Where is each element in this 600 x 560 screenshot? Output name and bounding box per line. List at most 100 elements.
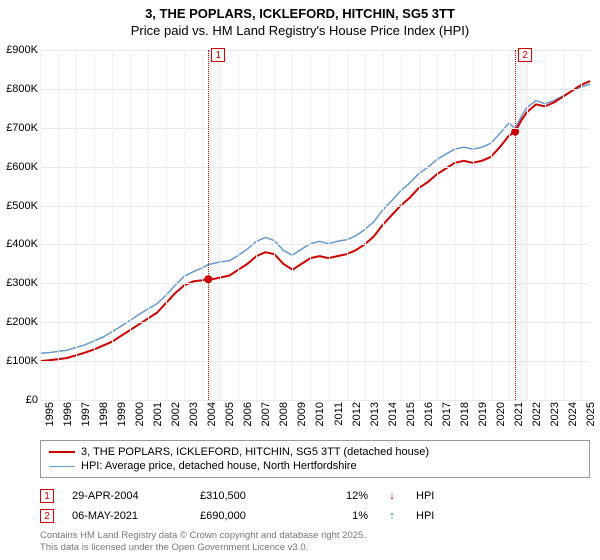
gridline-vertical — [563, 50, 564, 400]
x-axis-label: 2003 — [188, 402, 200, 426]
marker-line — [208, 50, 209, 400]
gridline-horizontal — [40, 361, 590, 362]
gridline-vertical — [509, 50, 510, 400]
y-axis-label: £200K — [6, 316, 38, 328]
x-axis-label: 2004 — [206, 402, 218, 426]
y-axis-label: £300K — [6, 277, 38, 289]
x-axis-label: 2006 — [242, 402, 254, 426]
y-axis-label: £500K — [6, 200, 38, 212]
x-axis-label: 1999 — [116, 402, 128, 426]
x-axis-label: 2007 — [260, 402, 272, 426]
marker-label-box: 1 — [211, 48, 225, 62]
gridline-vertical — [94, 50, 95, 400]
transaction-hpi-label: HPI — [416, 510, 446, 522]
gridline-horizontal — [40, 89, 590, 90]
transaction-pct: 12% — [318, 490, 368, 502]
gridline-vertical — [274, 50, 275, 400]
gridline-vertical — [130, 50, 131, 400]
series-line-hpi — [40, 84, 590, 353]
x-axis-label: 1995 — [44, 402, 56, 426]
x-axis-label: 2022 — [531, 402, 543, 426]
footer-line1: Contains HM Land Registry data © Crown c… — [40, 530, 366, 542]
title-block: 3, THE POPLARS, ICKLEFORD, HITCHIN, SG5 … — [0, 0, 600, 40]
x-axis-label: 2002 — [170, 402, 182, 426]
gridline-vertical — [473, 50, 474, 400]
gridline-vertical — [40, 50, 41, 400]
y-axis-label: £600K — [6, 161, 38, 173]
transaction-date: 29-APR-2004 — [72, 490, 182, 502]
gridline-horizontal — [40, 206, 590, 207]
title-line1: 3, THE POPLARS, ICKLEFORD, HITCHIN, SG5 … — [0, 6, 600, 23]
gridline-horizontal — [40, 283, 590, 284]
x-axis-label: 1997 — [80, 402, 92, 426]
legend-label-hpi: HPI: Average price, detached house, Nort… — [81, 460, 357, 472]
x-axis-label: 2020 — [495, 402, 507, 426]
transaction-table: 1 29-APR-2004 £310,500 12% ↓ HPI 2 06-MA… — [40, 486, 590, 526]
x-axis-label: 2005 — [224, 402, 236, 426]
up-arrow-icon: ↑ — [386, 510, 398, 522]
gridline-vertical — [419, 50, 420, 400]
gridline-vertical — [310, 50, 311, 400]
transaction-price: £690,000 — [200, 510, 300, 522]
y-axis-label: £400K — [6, 238, 38, 250]
title-line2: Price paid vs. HM Land Registry's House … — [0, 23, 600, 40]
down-arrow-icon: ↓ — [386, 490, 398, 502]
gridline-vertical — [383, 50, 384, 400]
gridline-vertical — [166, 50, 167, 400]
gridline-vertical — [347, 50, 348, 400]
gridline-vertical — [437, 50, 438, 400]
x-axis-label: 2018 — [459, 402, 471, 426]
transaction-pct: 1% — [318, 510, 368, 522]
gridline-vertical — [545, 50, 546, 400]
gridline-vertical — [184, 50, 185, 400]
gridline-vertical — [401, 50, 402, 400]
gridline-vertical — [329, 50, 330, 400]
transaction-row: 2 06-MAY-2021 £690,000 1% ↑ HPI — [40, 506, 590, 526]
transaction-hpi-label: HPI — [416, 490, 446, 502]
footer-attribution: Contains HM Land Registry data © Crown c… — [40, 530, 366, 554]
chart-area: 12 £0£100K£200K£300K£400K£500K£600K£700K… — [40, 50, 590, 400]
gridline-horizontal — [40, 244, 590, 245]
x-axis-label: 2015 — [405, 402, 417, 426]
gridline-horizontal — [40, 400, 590, 401]
x-axis-label: 2024 — [567, 402, 579, 426]
gridline-vertical — [238, 50, 239, 400]
y-axis-label: £100K — [6, 355, 38, 367]
x-axis-label: 2023 — [549, 402, 561, 426]
marker-line — [515, 50, 516, 400]
y-axis-label: £700K — [6, 122, 38, 134]
gridline-vertical — [581, 50, 582, 400]
x-axis-label: 2009 — [296, 402, 308, 426]
y-axis-label: £0 — [26, 394, 38, 406]
marker-label-box: 2 — [518, 48, 532, 62]
x-axis-label: 2016 — [423, 402, 435, 426]
y-axis-label: £900K — [6, 44, 38, 56]
gridline-horizontal — [40, 322, 590, 323]
gridline-vertical — [148, 50, 149, 400]
gridline-vertical — [455, 50, 456, 400]
gridline-horizontal — [40, 50, 590, 51]
gridline-horizontal — [40, 128, 590, 129]
gridline-vertical — [58, 50, 59, 400]
x-axis-label: 2014 — [387, 402, 399, 426]
transaction-marker: 2 — [40, 509, 54, 523]
gridline-horizontal — [40, 167, 590, 168]
legend-swatch-hpi — [49, 466, 75, 467]
x-axis-label: 2001 — [152, 402, 164, 426]
transaction-date: 06-MAY-2021 — [72, 510, 182, 522]
x-axis-label: 2010 — [314, 402, 326, 426]
y-axis-label: £800K — [6, 83, 38, 95]
chart-lines-svg — [40, 50, 590, 400]
gridline-vertical — [76, 50, 77, 400]
x-axis-label: 2021 — [513, 402, 525, 426]
x-axis-label: 2013 — [369, 402, 381, 426]
legend-row-hpi: HPI: Average price, detached house, Nort… — [49, 459, 581, 473]
series-line-price_paid — [40, 81, 590, 361]
x-axis-label: 2025 — [585, 402, 597, 426]
gridline-vertical — [292, 50, 293, 400]
gridline-vertical — [527, 50, 528, 400]
x-axis-label: 2017 — [441, 402, 453, 426]
legend-swatch-price — [49, 451, 75, 453]
gridline-vertical — [256, 50, 257, 400]
gridline-vertical — [112, 50, 113, 400]
